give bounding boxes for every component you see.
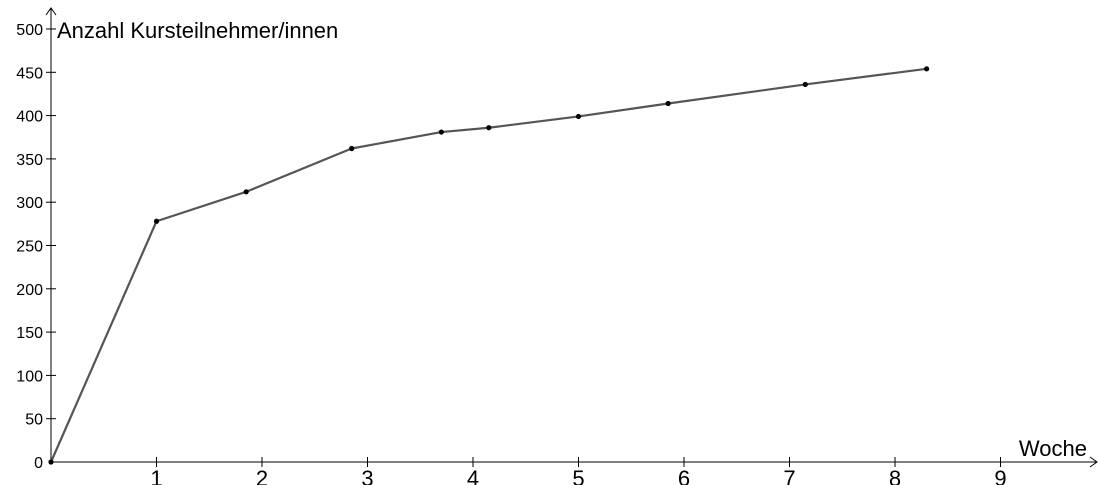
x-tick-label: 2: [256, 466, 268, 485]
x-tick-label: 8: [889, 466, 901, 485]
data-point: [802, 81, 808, 88]
data-point: [438, 129, 444, 135]
axes: 1 2 3 4 5 6 7 8 9 0 50 100 150 200 250 300 350 400 450 500: [16, 7, 1098, 485]
y-tick-label: 400: [16, 109, 43, 126]
x-tick-label: 4: [467, 466, 479, 485]
data-point: [243, 189, 249, 195]
y-tick-label: 100: [16, 368, 43, 385]
y-axis-title: Anzahl Kursteilnehmer/innen: [57, 18, 338, 43]
series-layer: [48, 66, 930, 465]
data-point: [349, 145, 355, 152]
y-tick-label: 300: [16, 195, 43, 212]
x-tick-label: 6: [678, 466, 690, 485]
x-tick-label: 3: [361, 466, 373, 485]
x-tick-label: 7: [783, 466, 795, 485]
y-tick-label: 200: [16, 282, 43, 299]
y-tick-label: 50: [25, 412, 43, 429]
x-tick-label: 9: [994, 466, 1006, 485]
data-point: [575, 113, 582, 120]
y-tick-label: 500: [16, 22, 43, 39]
data-point: [486, 125, 492, 131]
data-point: [48, 459, 54, 465]
y-tick-label: 350: [16, 152, 43, 169]
series-line: [49, 67, 927, 463]
data-point: [924, 66, 930, 72]
y-tick-label: 250: [16, 239, 43, 256]
y-tick-label: 0: [34, 455, 43, 472]
y-tick-label: 450: [16, 65, 43, 82]
y-axis-arrow: [45, 7, 57, 16]
x-tick-label: 1: [150, 466, 162, 485]
x-tick-label: 5: [572, 466, 584, 485]
y-tick-label: 150: [16, 325, 43, 342]
data-point: [153, 218, 160, 224]
x-axis-arrow: [1089, 456, 1098, 468]
x-axis-title: Woche: [1019, 436, 1087, 461]
data-point: [665, 100, 671, 107]
